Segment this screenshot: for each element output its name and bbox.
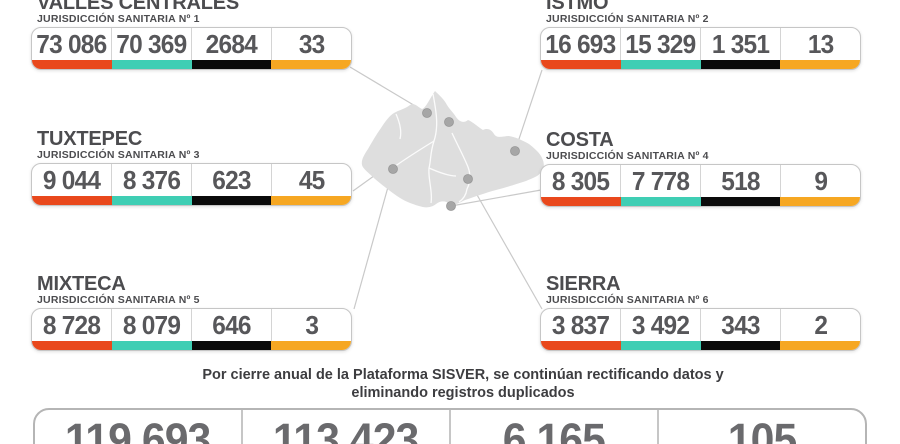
total-value: 113 423	[273, 414, 419, 444]
color-bar	[32, 60, 351, 69]
stat-cell: 9 044	[32, 164, 111, 196]
total-cell: 6 165	[449, 410, 657, 444]
stat-cell: 70 369	[111, 28, 191, 60]
jurisdiction-valles-centrales: VALLES CENTRALES JURISDICCIÓN SANITARIA …	[31, 0, 352, 70]
map-region-borders	[393, 93, 471, 204]
stat-cell: 13	[780, 28, 860, 60]
connector-lines	[349, 66, 543, 310]
stats-box: 16 693 15 329 1 351 13	[540, 27, 861, 70]
stat-value: 16 693	[545, 28, 616, 59]
stat-value: 8 728	[42, 309, 101, 340]
total-value: 105	[727, 414, 797, 444]
stats-box: 9 044 8 376 623 45	[31, 163, 352, 206]
sisver-note-line2: eliminando registros duplicados	[351, 385, 575, 401]
stat-value: 15 329	[625, 28, 696, 59]
stat-cell: 2684	[191, 28, 271, 60]
stat-value: 2684	[205, 28, 258, 59]
stat-value: 8 079	[122, 309, 181, 340]
jurisdiction-title: VALLES CENTRALES	[37, 0, 239, 14]
total-cell: 113 423	[241, 410, 449, 444]
jurisdiction-sierra: SIERRA JURISDICCIÓN SANITARIA Nº 6 3 837…	[540, 274, 861, 351]
stat-cell: 1 351	[700, 28, 780, 60]
stat-value: 8 305	[551, 165, 610, 196]
sisver-note-line1: Por cierre anual de la Plataforma SISVER…	[202, 367, 724, 383]
total-cell: 119 693	[35, 410, 241, 444]
stats-box: 73 086 70 369 2684 33	[31, 27, 352, 70]
stat-cell: 8 728	[32, 309, 111, 341]
stat-cell: 7 778	[620, 165, 700, 197]
stat-cell: 8 305	[541, 165, 620, 197]
jurisdiction-title: ISTMO	[546, 0, 609, 14]
stat-value: 45	[298, 164, 325, 195]
jurisdiction-subtitle: JURISDICCIÓN SANITARIA Nº 1	[37, 13, 200, 25]
stat-cell: 343	[700, 309, 780, 341]
color-bar	[32, 196, 351, 205]
total-cell: 105	[657, 410, 865, 444]
jurisdiction-title: MIXTECA	[37, 273, 126, 295]
color-bar	[541, 197, 860, 206]
stat-value: 13	[807, 28, 834, 59]
map-silhouette	[361, 91, 544, 208]
jurisdiction-subtitle: JURISDICCIÓN SANITARIA Nº 3	[37, 149, 200, 161]
jurisdiction-title: TUXTEPEC	[37, 128, 143, 150]
jurisdiction-subtitle: JURISDICCIÓN SANITARIA Nº 2	[546, 13, 709, 25]
stat-cell: 8 376	[111, 164, 191, 196]
state-totals-box: 119 693 113 423 6 165 105	[33, 408, 867, 444]
stat-value: 9	[814, 165, 828, 196]
stats-box: 8 728 8 079 646 3	[31, 308, 352, 351]
jurisdiction-title: COSTA	[546, 129, 614, 151]
color-bar	[541, 341, 860, 350]
jurisdiction-tuxtepec: TUXTEPEC JURISDICCIÓN SANITARIA Nº 3 9 0…	[31, 129, 352, 206]
stat-value: 3 837	[551, 309, 610, 340]
stat-value: 73 086	[36, 28, 107, 59]
stat-value: 1 351	[711, 28, 770, 59]
stat-value: 3 492	[631, 309, 690, 340]
jurisdiction-subtitle: JURISDICCIÓN SANITARIA Nº 6	[546, 294, 709, 306]
jurisdiction-costa: COSTA JURISDICCIÓN SANITARIA Nº 4 8 305 …	[540, 130, 861, 207]
stat-value: 8 376	[122, 164, 181, 195]
stat-cell: 3	[271, 309, 351, 341]
stat-value: 33	[298, 28, 325, 59]
sisver-note: Por cierre anual de la Plataforma SISVER…	[0, 366, 900, 402]
stats-box: 3 837 3 492 343 2	[540, 308, 861, 351]
stat-cell: 623	[191, 164, 271, 196]
stat-value: 70 369	[116, 28, 187, 59]
jurisdiction-istmo: ISTMO JURISDICCIÓN SANITARIA Nº 2 16 693…	[540, 0, 861, 70]
jurisdiction-subtitle: JURISDICCIÓN SANITARIA Nº 5	[37, 294, 200, 306]
map-location-dots	[388, 108, 520, 211]
stat-cell: 45	[271, 164, 351, 196]
stat-cell: 8 079	[111, 309, 191, 341]
stat-value: 623	[212, 164, 251, 195]
jurisdiction-title: SIERRA	[546, 273, 621, 295]
stat-cell: 15 329	[620, 28, 700, 60]
stat-value: 9 044	[42, 164, 101, 195]
stat-value: 2	[814, 309, 828, 340]
stats-box: 8 305 7 778 518 9	[540, 164, 861, 207]
stat-cell: 2	[780, 309, 860, 341]
stat-cell: 9	[780, 165, 860, 197]
stat-value: 518	[721, 165, 760, 196]
stat-cell: 16 693	[541, 28, 620, 60]
jurisdiction-mixteca: MIXTECA JURISDICCIÓN SANITARIA Nº 5 8 72…	[31, 274, 352, 351]
stat-cell: 518	[700, 165, 780, 197]
stat-cell: 33	[271, 28, 351, 60]
stat-value: 7 778	[631, 165, 690, 196]
color-bar	[541, 60, 860, 69]
stat-cell: 3 837	[541, 309, 620, 341]
stat-cell: 3 492	[620, 309, 700, 341]
color-bar	[32, 341, 351, 350]
total-value: 6 165	[502, 414, 606, 444]
jurisdiction-subtitle: JURISDICCIÓN SANITARIA Nº 4	[546, 150, 709, 162]
stat-cell: 646	[191, 309, 271, 341]
stat-value: 343	[721, 309, 760, 340]
stat-value: 646	[212, 309, 251, 340]
stat-value: 3	[305, 309, 319, 340]
total-value: 119 693	[65, 414, 211, 444]
stat-cell: 73 086	[32, 28, 111, 60]
